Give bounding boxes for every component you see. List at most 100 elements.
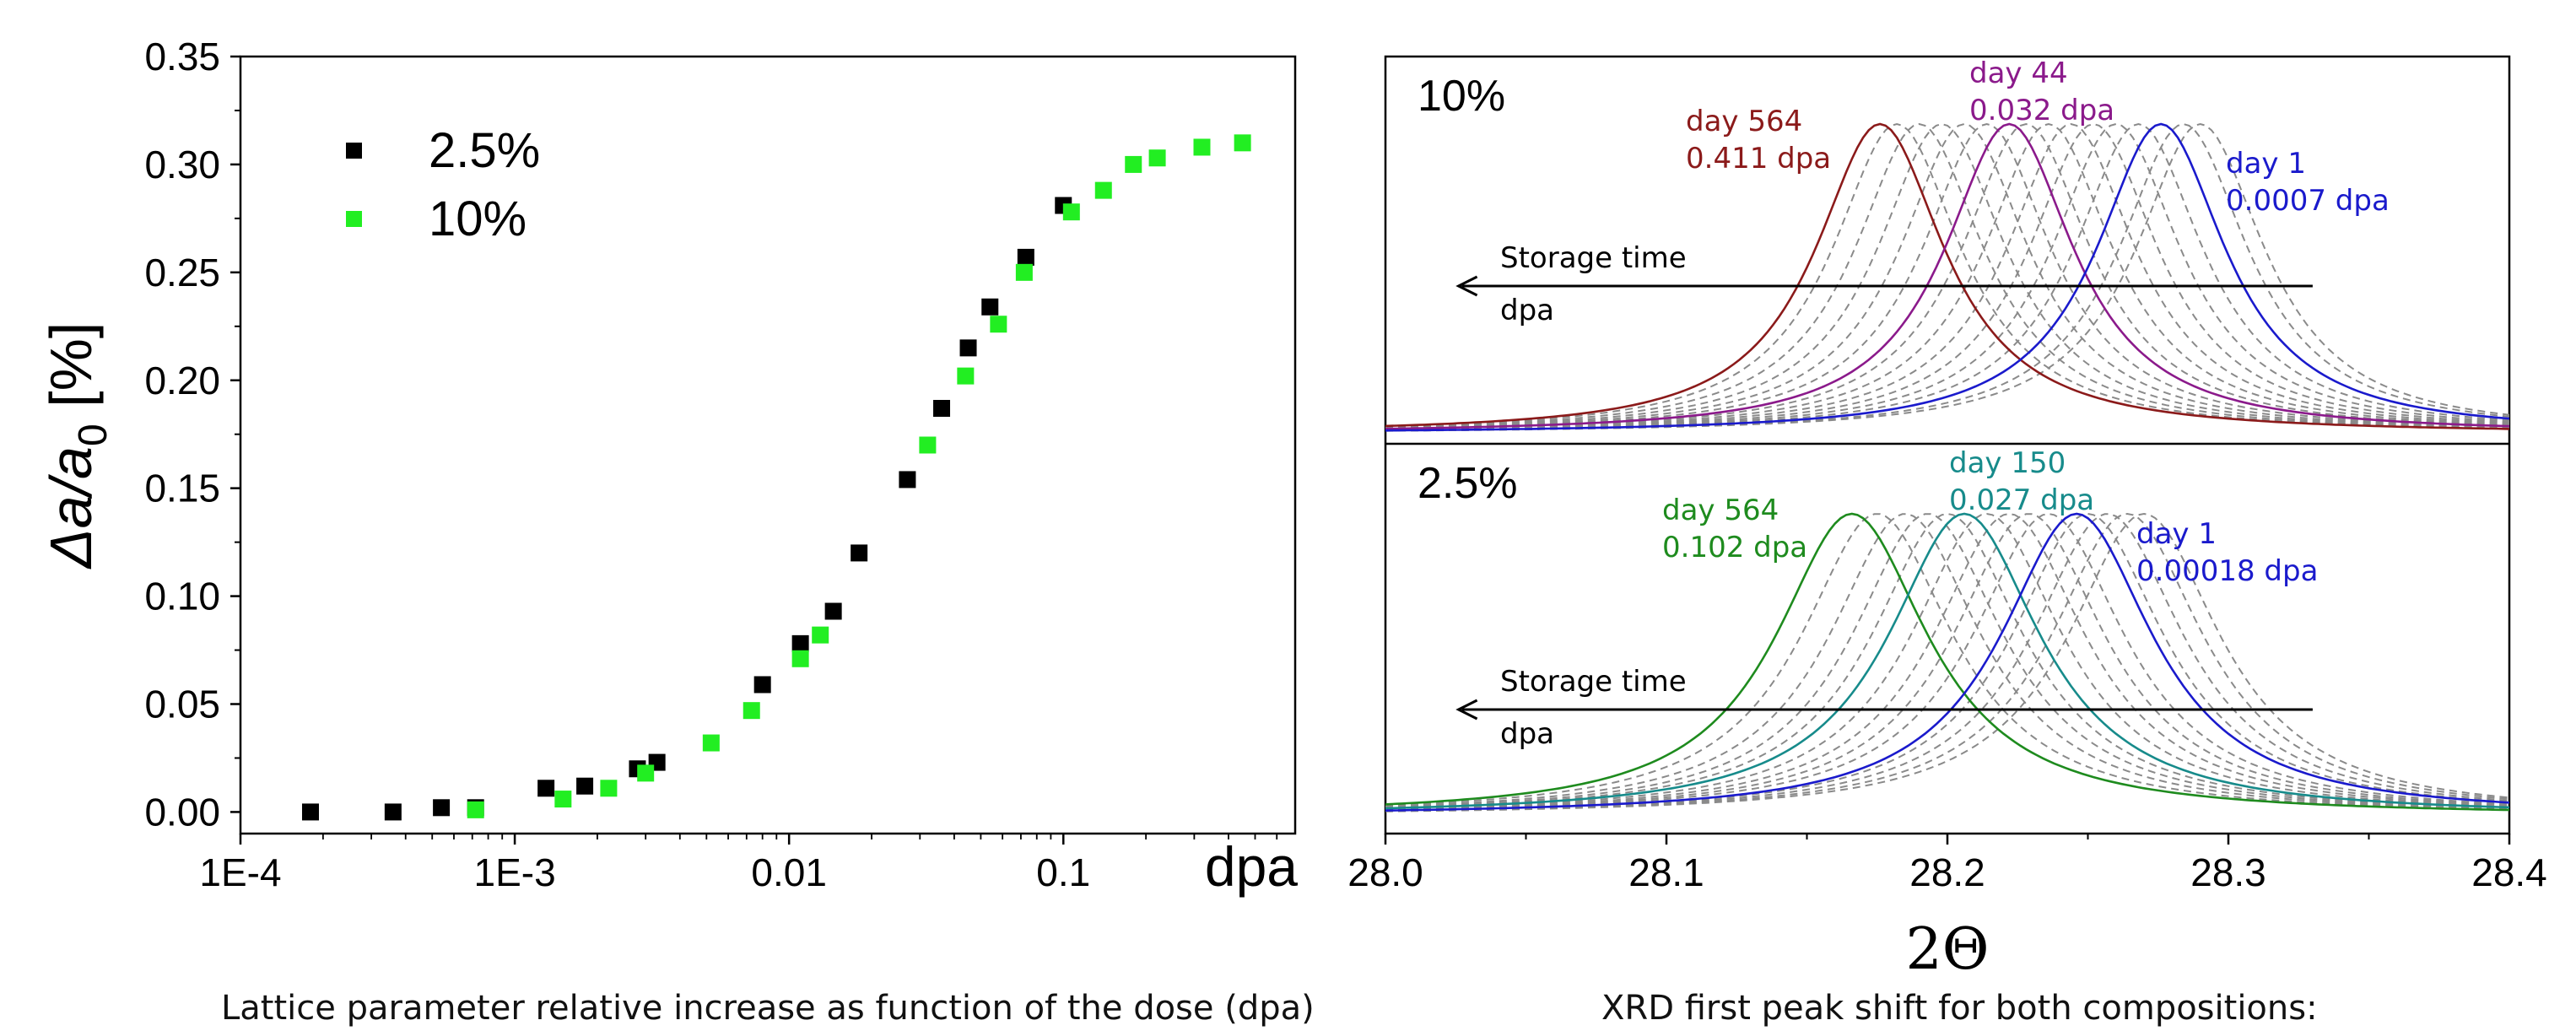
peak-label-dpa: 0.102 dpa [1662, 531, 1807, 564]
y-tick-label: 0.35 [144, 35, 220, 78]
reference-peak-curve [1385, 512, 2510, 810]
left-chart-caption: Lattice parameter relative increase as f… [221, 989, 1315, 1028]
y-tick-label: 0.10 [144, 575, 220, 618]
legend-entry-label: 2.5% [429, 123, 540, 178]
peak-label-dpa: 0.00018 dpa [2136, 554, 2318, 588]
peak-curve [1385, 122, 2510, 430]
data-point-10pct [637, 764, 655, 782]
reference-peak-curve [1385, 122, 2510, 430]
legend-marker [346, 143, 362, 159]
data-point-2-5pct [959, 339, 977, 357]
peak-curve [1385, 122, 2510, 432]
x-tick-label: 1E-4 [199, 850, 281, 894]
arrow-head [1455, 699, 1478, 721]
peak-label-day: day 1 [2136, 517, 2217, 551]
reference-peak-curve [1385, 122, 2510, 432]
data-point-10pct [812, 626, 829, 644]
y-tick-label: 0.20 [144, 359, 220, 402]
peak-label-day: day 564 [1686, 105, 1802, 138]
reference-peak-curve [1385, 512, 2510, 812]
y-axis-label-main: Δa/a [38, 446, 104, 569]
reference-peak-curve [1385, 122, 2510, 429]
data-point-10pct [791, 650, 809, 667]
data-point-2-5pct [899, 471, 916, 489]
y-tick-label: 0.25 [144, 251, 220, 294]
y-tick-label: 0.00 [144, 790, 220, 834]
peak-label-day: day 44 [1969, 57, 2068, 90]
panel-label: 2.5% [1418, 459, 1518, 508]
data-point-10pct [600, 780, 618, 797]
x-tick-label: 28.4 [2471, 850, 2547, 894]
peak-label-dpa: 0.0007 dpa [2226, 184, 2390, 218]
peak-curve [1385, 512, 2510, 812]
data-point-10pct [1193, 138, 1211, 156]
reference-peak-curve [1385, 513, 2510, 812]
y-axis-label: Δa/a0 [%] [38, 322, 116, 570]
peak-label-day: day 150 [1949, 446, 2066, 480]
reference-peak-curve [1385, 512, 2510, 809]
data-point-2-5pct [576, 777, 594, 795]
reference-peak-curve [1385, 122, 2510, 429]
reference-peak-curve [1385, 122, 2510, 431]
data-point-2-5pct [537, 780, 555, 797]
arrow-label-dpa: dpa [1500, 717, 1554, 751]
data-point-2-5pct [981, 298, 999, 316]
y-tick-label: 0.05 [144, 683, 220, 726]
y-axis-label-unit: [%] [38, 322, 104, 424]
peak-label-dpa: 0.411 dpa [1686, 142, 1831, 175]
peak-curve [1385, 512, 2510, 810]
data-point-10pct [990, 316, 1007, 333]
peak-label-day: day 1 [2226, 147, 2306, 181]
reference-peak-curve [1385, 122, 2510, 429]
arrow-label-storage-time: Storage time [1500, 665, 1687, 699]
peak-label-day: day 564 [1662, 494, 1779, 527]
legend-marker [346, 211, 362, 227]
x-tick-label: 0.01 [751, 850, 827, 894]
legend-entry-label: 10% [429, 192, 527, 246]
data-point-10pct [1234, 134, 1251, 152]
data-point-2-5pct [1017, 248, 1034, 266]
x-tick-label: 28.1 [1628, 850, 1704, 894]
reference-peak-curve [1385, 122, 2510, 431]
data-point-2-5pct [384, 803, 402, 821]
data-point-2-5pct [851, 544, 868, 562]
data-point-10pct [467, 801, 484, 818]
data-point-10pct [919, 436, 937, 454]
arrow-label-storage-time: Storage time [1500, 241, 1687, 275]
data-point-10pct [554, 791, 572, 808]
data-point-10pct [1015, 263, 1033, 281]
peak-label-dpa: 0.027 dpa [1949, 483, 2094, 517]
peak-curve [1385, 512, 2510, 812]
panel-label: 10% [1418, 72, 1505, 121]
x-axis-label: 2Θ [1905, 916, 1989, 983]
reference-peak-curve [1385, 512, 2510, 812]
peak-curve [1385, 122, 2510, 430]
x-tick-label: 28.3 [2190, 850, 2266, 894]
arrow-label-dpa: dpa [1500, 294, 1554, 327]
right-chart-caption: XRD first peak shift for both compositio… [1601, 989, 2318, 1028]
data-point-10pct [1148, 149, 1166, 167]
x-axis-label: dpa [1205, 835, 1298, 898]
x-tick-label: 0.1 [1036, 850, 1090, 894]
x-tick-label: 28.2 [1909, 850, 1985, 894]
data-point-2-5pct [433, 799, 451, 817]
data-point-10pct [702, 734, 720, 752]
y-tick-label: 0.30 [144, 143, 220, 186]
data-point-10pct [957, 367, 975, 385]
reference-peak-curve [1385, 122, 2510, 429]
data-point-10pct [1062, 203, 1080, 221]
data-point-2-5pct [933, 400, 951, 418]
peak-label-dpa: 0.032 dpa [1969, 94, 2114, 127]
reference-peak-curve [1385, 122, 2510, 432]
data-point-10pct [1094, 181, 1112, 199]
reference-peak-curve [1385, 122, 2510, 431]
y-tick-label: 0.15 [144, 467, 220, 510]
left-plot-frame [239, 55, 1297, 835]
reference-peak-curve [1385, 512, 2510, 812]
y-axis-label-subscript: 0 [71, 424, 116, 446]
data-point-2-5pct [824, 602, 842, 620]
data-point-2-5pct [791, 634, 809, 652]
x-tick-label: 28.0 [1347, 850, 1423, 894]
data-point-10pct [1125, 155, 1142, 173]
